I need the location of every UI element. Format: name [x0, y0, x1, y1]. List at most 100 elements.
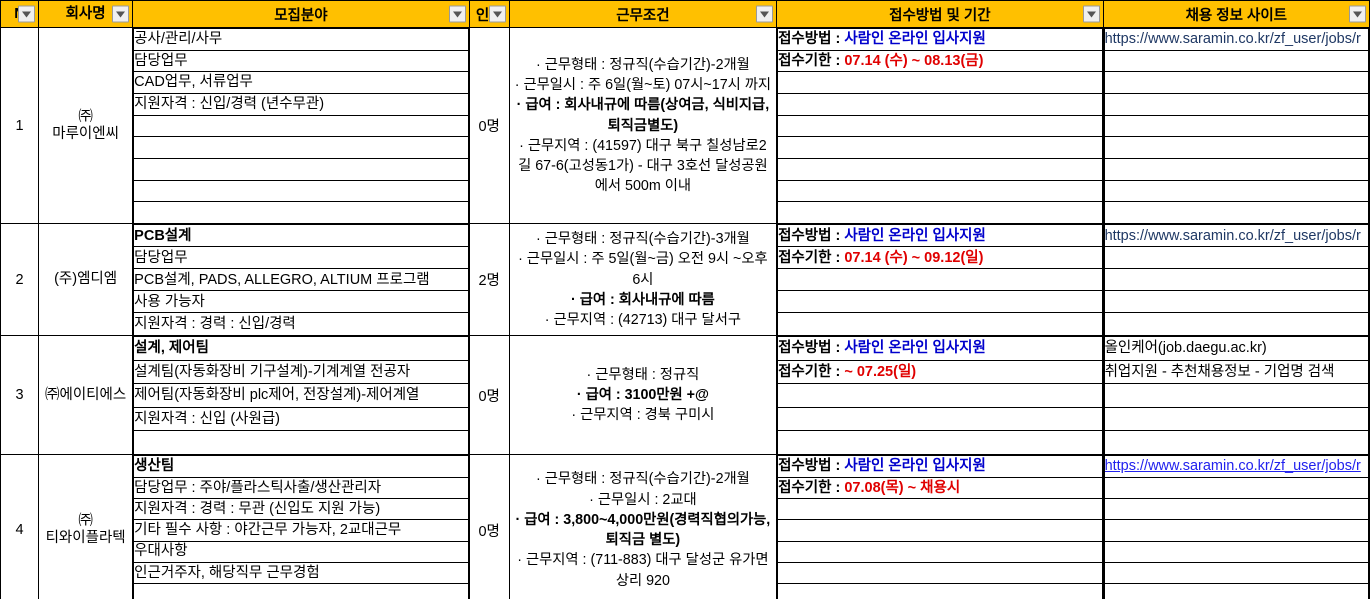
site-line[interactable]: [1104, 540, 1369, 563]
apply-line[interactable]: 접수방법 : 사람인 온라인 입사지원: [777, 28, 1103, 51]
field-line[interactable]: 설계팀(자동화장비 기구설계)-기계계열 전공자: [133, 359, 469, 385]
cell-count[interactable]: 0명: [468, 26, 510, 225]
site-line[interactable]: 취업지원 - 추천채용정보 - 기업명 검색: [1104, 359, 1369, 385]
site-line[interactable]: [1104, 476, 1369, 499]
cell-apply[interactable]: 접수방법 : 사람인 온라인 입사지원 접수기한 : 07.14 (수) ~ 08…: [776, 26, 1104, 225]
site-line[interactable]: [1104, 430, 1369, 454]
cell-count[interactable]: 2명: [468, 223, 510, 336]
field-line[interactable]: PCB설계, PADS, ALLEGRO, ALTIUM 프로그램: [133, 268, 469, 292]
field-line[interactable]: 담당업무 : 주야/플라스틱사출/생산관리자: [133, 476, 469, 499]
field-line[interactable]: [133, 157, 469, 181]
apply-line[interactable]: 접수방법 : 사람인 온라인 입사지원: [777, 336, 1103, 361]
apply-line[interactable]: 접수기한 : 07.08(목) ~ 채용시: [777, 476, 1103, 499]
filter-dropdown-icon-no[interactable]: [18, 5, 36, 23]
field-line[interactable]: [133, 430, 469, 454]
field-line[interactable]: 담당업무: [133, 246, 469, 270]
field-line[interactable]: [133, 179, 469, 203]
field-line[interactable]: 지원자격 : 경력 : 신입/경력: [133, 312, 469, 335]
cell-site[interactable]: https://www.saramin.co.kr/zf_user/jobs/r: [1102, 454, 1370, 599]
field-line[interactable]: 생산팀: [133, 455, 469, 478]
cell-count[interactable]: 0명: [468, 454, 510, 599]
cell-no[interactable]: 2: [0, 223, 40, 336]
filter-dropdown-icon-apply[interactable]: [1082, 5, 1100, 23]
site-line[interactable]: [1104, 268, 1369, 292]
apply-line[interactable]: 접수기한 : 07.14 (수) ~ 08.13(금): [777, 49, 1103, 73]
apply-line[interactable]: [777, 157, 1103, 181]
filter-dropdown-icon-condition[interactable]: [756, 5, 774, 23]
field-line[interactable]: 지원자격 : 신입/경력 (년수무관): [133, 92, 469, 116]
field-line[interactable]: 우대사항: [133, 540, 469, 563]
cell-field[interactable]: PCB설계 담당업무 PCB설계, PADS, ALLEGRO, ALTIUM 프로…: [132, 223, 470, 336]
apply-line[interactable]: 접수방법 : 사람인 온라인 입사지원: [777, 455, 1103, 478]
site-line[interactable]: [1104, 157, 1369, 181]
cell-condition[interactable]: · 근무형태 : 정규직(수습기간)-2개월 · 근무일시 : 주 6일(월~토)…: [508, 26, 778, 225]
apply-line[interactable]: [777, 540, 1103, 563]
site-line[interactable]: [1104, 49, 1369, 73]
site-line[interactable]: [1104, 136, 1369, 159]
apply-line[interactable]: 접수방법 : 사람인 온라인 입사지원: [777, 224, 1103, 248]
apply-line[interactable]: [777, 583, 1103, 599]
apply-line[interactable]: [777, 136, 1103, 159]
cell-site[interactable]: https://www.saramin.co.kr/zf_user/jobs/r: [1102, 223, 1370, 336]
cell-site[interactable]: https://www.saramin.co.kr/zf_user/jobs/r: [1102, 26, 1370, 225]
column-header-site[interactable]: 채용 정보 사이트: [1102, 0, 1370, 28]
cell-condition[interactable]: · 근무형태 : 정규직 · 급여 : 3100만원 +@ · 근무지역 : 경북 …: [508, 334, 778, 456]
cell-apply[interactable]: 접수방법 : 사람인 온라인 입사지원 접수기한 : 07.14 (수) ~ 09…: [776, 223, 1104, 336]
column-header-count[interactable]: 인원: [468, 0, 510, 28]
column-header-field[interactable]: 모집분야: [132, 0, 470, 28]
cell-site[interactable]: 올인케어(job.daegu.ac.kr) 취업지원 - 추천채용정보 - 기업명…: [1102, 334, 1370, 456]
field-line[interactable]: 담당업무: [133, 49, 469, 73]
site-line[interactable]: [1104, 383, 1369, 408]
cell-field[interactable]: 생산팀 담당업무 : 주야/플라스틱사출/생산관리자 지원자격 : 경력 : 무관 …: [132, 454, 470, 599]
site-line[interactable]: https://www.saramin.co.kr/zf_user/jobs/r: [1104, 455, 1369, 478]
field-line[interactable]: 설계, 제어팀: [133, 336, 469, 361]
site-line[interactable]: [1104, 497, 1369, 521]
field-line[interactable]: PCB설계: [133, 224, 469, 248]
site-line[interactable]: https://www.saramin.co.kr/zf_user/jobs/r: [1104, 28, 1369, 51]
cell-condition[interactable]: · 근무형태 : 정규직(수습기간)-3개월 · 근무일시 : 주 5일(월~금)…: [508, 223, 778, 336]
site-line[interactable]: [1104, 561, 1369, 585]
cell-field[interactable]: 설계, 제어팀 설계팀(자동화장비 기구설계)-기계계열 전공자 제어팀(자동화장비…: [132, 334, 470, 456]
cell-no[interactable]: 1: [0, 26, 40, 225]
cell-apply[interactable]: 접수방법 : 사람인 온라인 입사지원 접수기한 : 07.08(목) ~ 채용시: [776, 454, 1104, 599]
filter-dropdown-icon-field[interactable]: [448, 5, 466, 23]
column-header-condition[interactable]: 근무조건: [508, 0, 778, 28]
apply-line[interactable]: [777, 519, 1103, 542]
apply-line[interactable]: [777, 179, 1103, 203]
site-line[interactable]: https://www.saramin.co.kr/zf_user/jobs/r: [1104, 224, 1369, 248]
cell-no[interactable]: 3: [0, 334, 40, 456]
field-line[interactable]: [133, 201, 469, 223]
column-header-apply[interactable]: 접수방법 및 기간: [776, 0, 1104, 28]
apply-line[interactable]: [777, 561, 1103, 585]
site-line[interactable]: [1104, 312, 1369, 335]
field-line[interactable]: 제어팀(자동화장비 plc제어, 전장설계)-제어계열: [133, 383, 469, 408]
field-line[interactable]: 기타 필수 사항 : 야간근무 가능자, 2교대근무: [133, 519, 469, 542]
field-line[interactable]: [133, 114, 469, 138]
filter-dropdown-icon-site[interactable]: [1349, 5, 1366, 23]
site-line[interactable]: [1104, 92, 1369, 116]
apply-line[interactable]: [777, 497, 1103, 521]
apply-line[interactable]: [777, 201, 1103, 223]
cell-field[interactable]: 공사/관리/사무 담당업무 CAD업무, 서류업무 지원자격 : 신입/경력 (년수무…: [132, 26, 470, 225]
site-line[interactable]: [1104, 114, 1369, 138]
field-line[interactable]: 지원자격 : 경력 : 무관 (신입도 지원 가능): [133, 497, 469, 521]
site-line[interactable]: 올인케어(job.daegu.ac.kr): [1104, 336, 1369, 361]
field-line[interactable]: 지원자격 : 신입 (사원급): [133, 406, 469, 432]
cell-no[interactable]: 4: [0, 454, 40, 599]
apply-line[interactable]: [777, 92, 1103, 116]
site-line[interactable]: [1104, 583, 1369, 599]
filter-dropdown-icon-company[interactable]: [112, 5, 130, 23]
apply-line[interactable]: 접수기한 : ~ 07.25(일): [777, 359, 1103, 385]
apply-line[interactable]: 접수기한 : 07.14 (수) ~ 09.12(일): [777, 246, 1103, 270]
site-line[interactable]: [1104, 406, 1369, 432]
cell-company[interactable]: ㈜에이티에스: [38, 334, 134, 456]
apply-line[interactable]: [777, 312, 1103, 335]
field-line[interactable]: [133, 136, 469, 159]
apply-line[interactable]: [777, 430, 1103, 454]
site-line[interactable]: [1104, 201, 1369, 223]
cell-count[interactable]: 0명: [468, 334, 510, 456]
apply-line[interactable]: [777, 268, 1103, 292]
column-header-no[interactable]: N: [0, 0, 40, 28]
filter-dropdown-icon-count[interactable]: [488, 5, 506, 23]
apply-line[interactable]: [777, 406, 1103, 432]
